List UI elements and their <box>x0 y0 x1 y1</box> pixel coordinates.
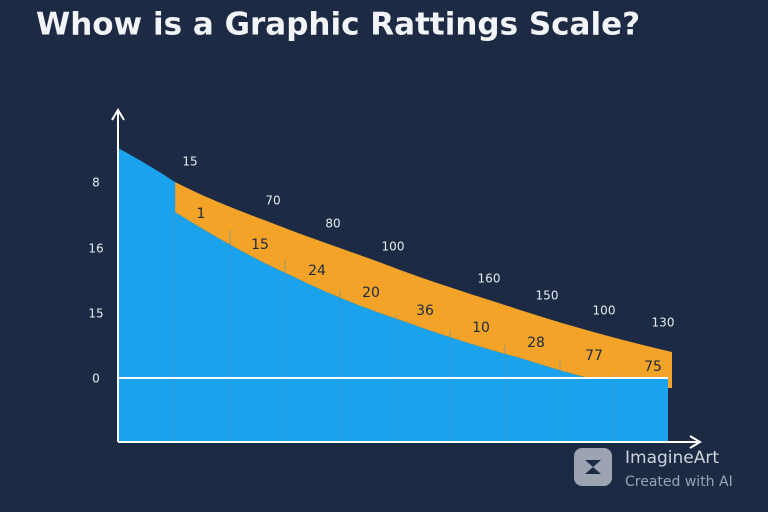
y-label: 0 <box>92 372 100 386</box>
top-label: 70 <box>265 194 280 208</box>
top-label: 100 <box>593 304 616 318</box>
band-label: 77 <box>585 348 603 364</box>
band-label: 1 <box>197 206 206 222</box>
top-label: 150 <box>536 289 559 303</box>
orange-band <box>175 182 672 388</box>
top-label: 15 <box>182 155 197 169</box>
band-label: 10 <box>472 320 490 336</box>
y-label: 16 <box>88 242 103 256</box>
y-label: 15 <box>88 307 103 321</box>
blue-area <box>118 148 668 442</box>
watermark-name: ImagineArt <box>625 448 719 468</box>
top-label: 160 <box>478 272 501 286</box>
y-label: 8 <box>92 176 100 190</box>
band-label: 15 <box>251 237 269 253</box>
watermark-icon <box>574 448 612 486</box>
band-label: 36 <box>416 303 434 319</box>
band-label: 20 <box>362 285 380 301</box>
grid <box>174 182 616 442</box>
axes <box>111 108 702 449</box>
watermark-note: Created with AI <box>625 474 733 490</box>
top-label: 130 <box>652 316 675 330</box>
band-label: 28 <box>527 335 545 351</box>
top-label: 80 <box>325 217 340 231</box>
title: Whow is a Graphic Rattings Scale? <box>36 7 640 43</box>
top-label: 100 <box>382 240 405 254</box>
band-label: 24 <box>308 263 326 279</box>
band-label: 75 <box>644 359 662 375</box>
